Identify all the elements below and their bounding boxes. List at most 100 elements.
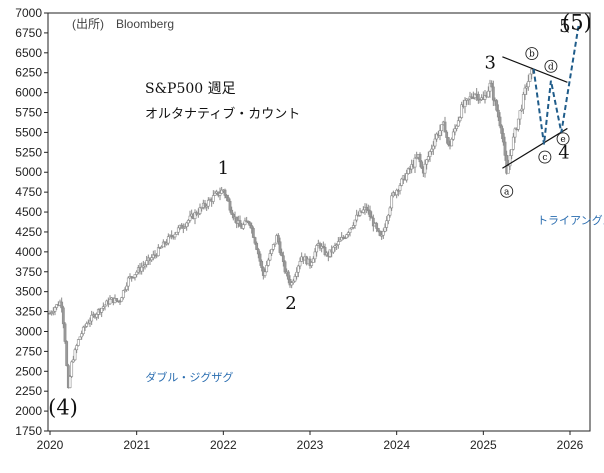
price-bar-body (186, 220, 190, 224)
price-bar-body (63, 323, 67, 342)
chart-labels: 1 2 3 4 (4) 5(5) a b c d e トライアングルダブル・ジグザグ (48, 11, 604, 420)
price-bar-body (298, 261, 302, 267)
price-bar-body (176, 227, 180, 233)
price-bar-body (445, 131, 449, 138)
price-bar-body (73, 349, 77, 361)
price-bar-body (386, 214, 390, 222)
price-bar-body (141, 265, 145, 268)
x-tick-label: 2020 (37, 438, 64, 452)
price-bar-body (518, 110, 522, 120)
price-bar-body (511, 136, 515, 150)
price-bar-body (350, 227, 354, 230)
price-bar-body (331, 246, 335, 253)
wave-label: (4) (48, 395, 78, 419)
price-bar-body (435, 133, 439, 140)
price-bar-body (388, 207, 392, 216)
wave-label: 3 (485, 53, 496, 74)
y-tick-label: 3250 (15, 305, 42, 319)
x-tick-label: 2022 (210, 438, 237, 452)
price-bar-body (75, 345, 79, 351)
price-bar-body (265, 265, 269, 273)
x-tick-label: 2025 (470, 438, 497, 452)
price-bar-body (385, 220, 389, 228)
price-bar-body (206, 199, 210, 207)
price-bar-body (143, 264, 147, 267)
price-bar-body (248, 222, 252, 226)
wave-label: 2 (285, 293, 296, 314)
price-bar-body (365, 206, 369, 211)
y-tick-label: 3000 (15, 324, 42, 338)
price-bar-body (516, 118, 520, 130)
price-bar-body (433, 138, 437, 147)
y-tick-label: 4250 (15, 225, 42, 239)
price-bar-body (100, 307, 104, 313)
price-bar-body (426, 156, 430, 161)
price-bar-body (126, 277, 130, 287)
y-tick-label: 5000 (15, 165, 42, 179)
price-bar-body (510, 148, 514, 156)
y-tick-label: 4000 (15, 245, 42, 259)
price-bar-body (80, 333, 84, 338)
price-bar-body (55, 304, 59, 308)
y-tick-label: 6250 (15, 66, 42, 80)
y-tick-label: 5500 (15, 125, 42, 139)
price-bar-body (351, 225, 355, 228)
price-bar-body (193, 212, 197, 219)
price-bar-body (290, 282, 294, 286)
price-bar-body (78, 336, 82, 340)
price-bar-body (413, 157, 417, 168)
price-bar-body (51, 311, 55, 313)
price-bar-body (241, 224, 245, 229)
price-bar-body (338, 239, 342, 242)
subwave-circle (538, 150, 552, 164)
price-bar-body (81, 326, 85, 334)
price-bar-body (460, 104, 464, 118)
price-bar-body (315, 245, 319, 253)
price-bar-body (415, 157, 419, 159)
subwave-circle (544, 59, 558, 73)
price-bar-body (121, 290, 125, 298)
price-bar-body (346, 232, 350, 235)
price-bar-body (368, 210, 372, 218)
price-bar-body (61, 307, 65, 325)
price-bar-body (180, 224, 184, 229)
price-bar-body (523, 87, 527, 95)
price-bar-body (253, 237, 257, 244)
x-tick-label: 2026 (557, 438, 584, 452)
price-bar-body (370, 216, 374, 219)
price-bar-body (280, 252, 284, 257)
x-tick-label: 2024 (383, 438, 410, 452)
price-bar-body (235, 216, 239, 224)
y-tick-label: 1750 (15, 424, 42, 438)
subwave-label: c (542, 153, 547, 163)
price-bar-body (225, 195, 229, 198)
price-bar-body (95, 314, 99, 318)
price-bar-body (375, 223, 379, 229)
price-bar-body (471, 97, 475, 99)
price-bar-body (188, 215, 192, 221)
y-tick-label: 2250 (15, 384, 42, 398)
subwave-circle (556, 132, 570, 146)
y-tick-label: 2500 (15, 364, 42, 378)
y-tick-label: 3500 (15, 285, 42, 299)
subwave-circle (525, 47, 539, 61)
price-bar-body (378, 230, 382, 236)
price-bar-body (200, 207, 204, 209)
price-bar-body (355, 214, 359, 221)
price-bar-body (500, 125, 504, 134)
price-bar-body (283, 261, 287, 273)
price-bar-body (358, 210, 362, 216)
price-bar-body (276, 235, 280, 243)
triangle-trendline (502, 56, 568, 83)
price-bar-body (335, 244, 339, 247)
price-bar-body (343, 237, 347, 239)
price-bar-body (226, 197, 230, 202)
price-bar-body (198, 207, 202, 214)
price-bar-body (150, 257, 154, 261)
price-bar-body (291, 280, 295, 283)
price-bar-body (60, 301, 64, 309)
price-bar-body (455, 125, 459, 129)
price-bar-body (466, 98, 470, 101)
price-bar-body (255, 242, 259, 250)
price-bar-body (443, 121, 447, 133)
